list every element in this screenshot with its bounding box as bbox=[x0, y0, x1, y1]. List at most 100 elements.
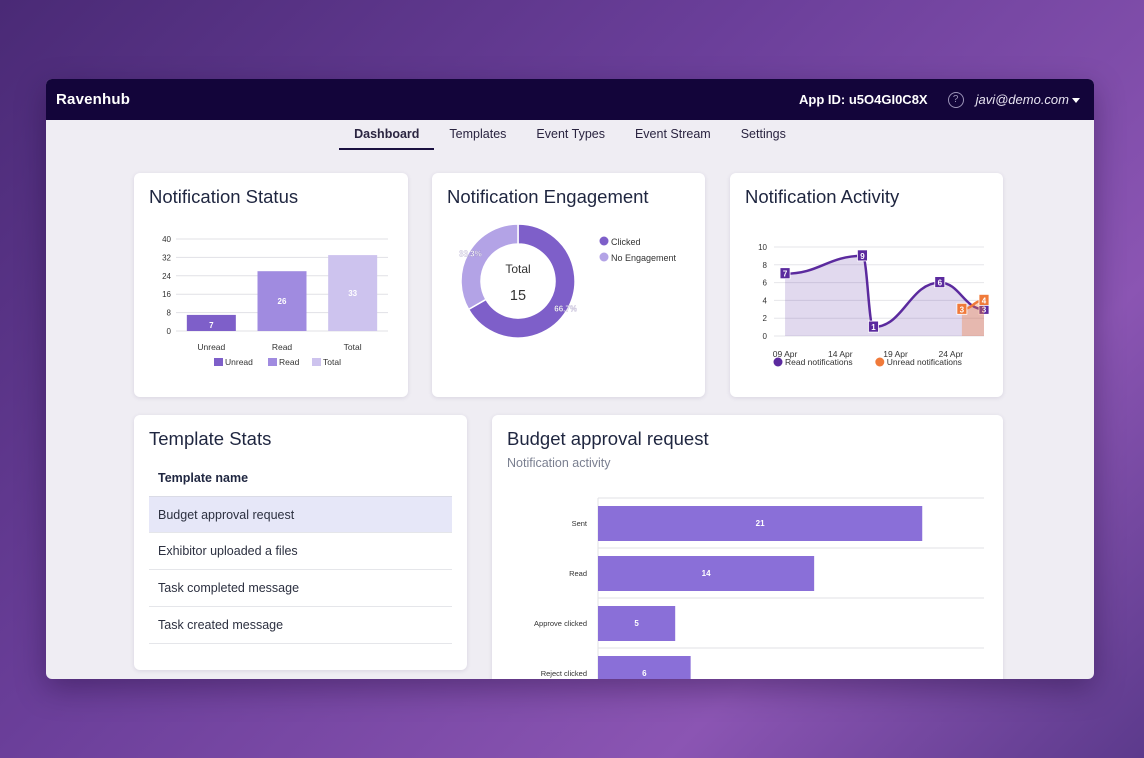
notification-engagement-card: Notification Engagement 66.7% 33.3% Total 1… bbox=[432, 173, 705, 397]
point-marker bbox=[868, 320, 879, 333]
budget-chart: 21 Sent 14 Read 5 Approve clicked 6 Reject clic… bbox=[534, 497, 984, 679]
bar bbox=[598, 656, 691, 679]
card-title: Budget approval request bbox=[507, 428, 709, 449]
legend-dot bbox=[599, 236, 609, 246]
donut-slice bbox=[460, 223, 519, 311]
legend-label: Read notifications bbox=[785, 357, 853, 367]
y-tick-label: 0 bbox=[167, 327, 172, 336]
bar-value-label: 14 bbox=[702, 569, 711, 578]
y-tick-label: Reject clicked bbox=[541, 669, 587, 678]
tab-event-stream[interactable]: Event Stream bbox=[634, 127, 711, 141]
y-tick-label: 8 bbox=[763, 261, 768, 270]
legend-label: Unread bbox=[225, 357, 253, 367]
point-marker bbox=[956, 302, 968, 315]
bar bbox=[598, 606, 676, 641]
main-tabs: Dashboard Templates Event Types Event St… bbox=[46, 120, 1094, 153]
user-menu[interactable]: javi@demo.com bbox=[976, 92, 1080, 107]
budget-approval-card: Budget approval request Notification act… bbox=[492, 415, 1003, 679]
legend-swatch bbox=[214, 358, 223, 366]
table-row[interactable]: Exhibitor uploaded a files bbox=[149, 533, 452, 570]
legend-label: No Engagement bbox=[611, 253, 677, 263]
column-header: Template name bbox=[158, 471, 249, 485]
bar-value-label: 5 bbox=[634, 619, 639, 628]
card-title: Notification Engagement bbox=[447, 186, 649, 207]
brand-logo[interactable]: Ravenhub bbox=[56, 91, 131, 108]
legend-label: Read bbox=[279, 357, 300, 367]
bar bbox=[257, 271, 307, 331]
point-value-label: 7 bbox=[783, 270, 788, 279]
y-tick-label: 4 bbox=[763, 296, 768, 305]
legend-label: Unread notifications bbox=[887, 357, 962, 367]
card-subtitle: Notification activity bbox=[507, 456, 611, 470]
app-id: App ID: u5O4GI0C8X bbox=[799, 92, 928, 107]
point-marker bbox=[978, 294, 990, 306]
x-tick-label: 14 Apr bbox=[828, 349, 853, 359]
top-bar: Ravenhub App ID: u5O4GI0C8X ? javi@demo.… bbox=[46, 79, 1094, 120]
x-tick-label: 24 Apr bbox=[939, 349, 964, 359]
card-title: Notification Status bbox=[149, 186, 299, 207]
x-tick-label: 09 Apr bbox=[773, 349, 798, 359]
bar-value-label: 21 bbox=[756, 519, 765, 528]
slice-percent-label: 33.3% bbox=[459, 249, 482, 258]
y-tick-label: 32 bbox=[162, 253, 171, 262]
legend-label: Total bbox=[323, 357, 341, 367]
card-title: Template Stats bbox=[149, 428, 272, 449]
y-tick-label: Sent bbox=[572, 519, 588, 528]
table-row[interactable]: Budget approval request bbox=[149, 496, 452, 533]
y-tick-label: Approve clicked bbox=[534, 619, 587, 628]
legend-dot bbox=[773, 357, 783, 367]
y-tick-label: 8 bbox=[167, 309, 172, 318]
template-stats-card: Template Stats Template name Budget appr… bbox=[134, 415, 467, 670]
legend-swatch bbox=[312, 358, 321, 366]
table-row[interactable]: Task created message bbox=[149, 607, 452, 644]
legend-label: Clicked bbox=[611, 237, 641, 247]
point-value-label: 3 bbox=[960, 305, 965, 314]
bar-value-label: 7 bbox=[209, 321, 214, 330]
status-chart: 0 8 16 24 32 40 7 Unread 26 Read 33 Total Unread Read… bbox=[162, 235, 388, 367]
tab-settings[interactable]: Settings bbox=[740, 127, 786, 141]
x-tick-label: Read bbox=[272, 342, 293, 352]
x-tick-label: 19 Apr bbox=[883, 349, 908, 359]
bar bbox=[186, 314, 236, 331]
donut-center-value: 15 bbox=[510, 288, 526, 304]
point-value-label: 4 bbox=[982, 296, 987, 305]
donut-center-label: Total bbox=[505, 262, 530, 276]
legend-dot bbox=[875, 357, 885, 367]
point-value-label: 6 bbox=[938, 279, 943, 288]
donut-slice bbox=[467, 223, 576, 339]
bar-value-label: 33 bbox=[348, 289, 357, 298]
legend-swatch bbox=[268, 358, 277, 366]
point-marker bbox=[779, 267, 791, 280]
y-tick-label: 16 bbox=[162, 290, 171, 299]
y-tick-label: 10 bbox=[758, 243, 767, 252]
tab-templates[interactable]: Templates bbox=[449, 127, 507, 141]
point-value-label: 1 bbox=[871, 323, 876, 332]
user-email: javi@demo.com bbox=[975, 92, 1069, 107]
tab-dashboard[interactable]: Dashboard bbox=[339, 127, 435, 150]
card-title: Notification Activity bbox=[745, 186, 900, 207]
table-row[interactable]: Task completed message bbox=[149, 570, 452, 607]
template-table: Budget approval request Exhibitor upload… bbox=[149, 496, 452, 644]
y-tick-label: 6 bbox=[763, 279, 768, 288]
y-tick-label: 24 bbox=[162, 272, 171, 281]
notification-status-card: Notification Status 0 8 16 24 32 40 7 Unread 26 R… bbox=[134, 173, 408, 397]
bar bbox=[328, 255, 378, 331]
bar bbox=[598, 506, 923, 541]
y-tick-label: Read bbox=[569, 569, 587, 578]
help-icon[interactable]: ? bbox=[947, 91, 964, 108]
notification-activity-card: Notification Activity 0 2 4 6 8 10 09 Apr 14 Ap… bbox=[730, 173, 1003, 397]
y-tick-label: 40 bbox=[162, 235, 171, 244]
point-value-label: 3 bbox=[982, 305, 987, 314]
point-marker bbox=[857, 249, 868, 262]
tab-event-types[interactable]: Event Types bbox=[536, 127, 605, 141]
y-tick-label: 2 bbox=[763, 314, 768, 323]
point-value-label: 9 bbox=[860, 252, 865, 261]
bar bbox=[598, 556, 815, 591]
x-tick-label: Unread bbox=[197, 342, 225, 352]
app-window: Ravenhub App ID: u5O4GI0C8X ? javi@demo.… bbox=[46, 79, 1094, 679]
legend-dot bbox=[599, 252, 609, 262]
y-tick-label: 0 bbox=[763, 332, 768, 341]
engagement-chart: 66.7% 33.3% Total 15 Clicked No Engagement bbox=[459, 223, 677, 339]
point-marker bbox=[934, 276, 946, 288]
